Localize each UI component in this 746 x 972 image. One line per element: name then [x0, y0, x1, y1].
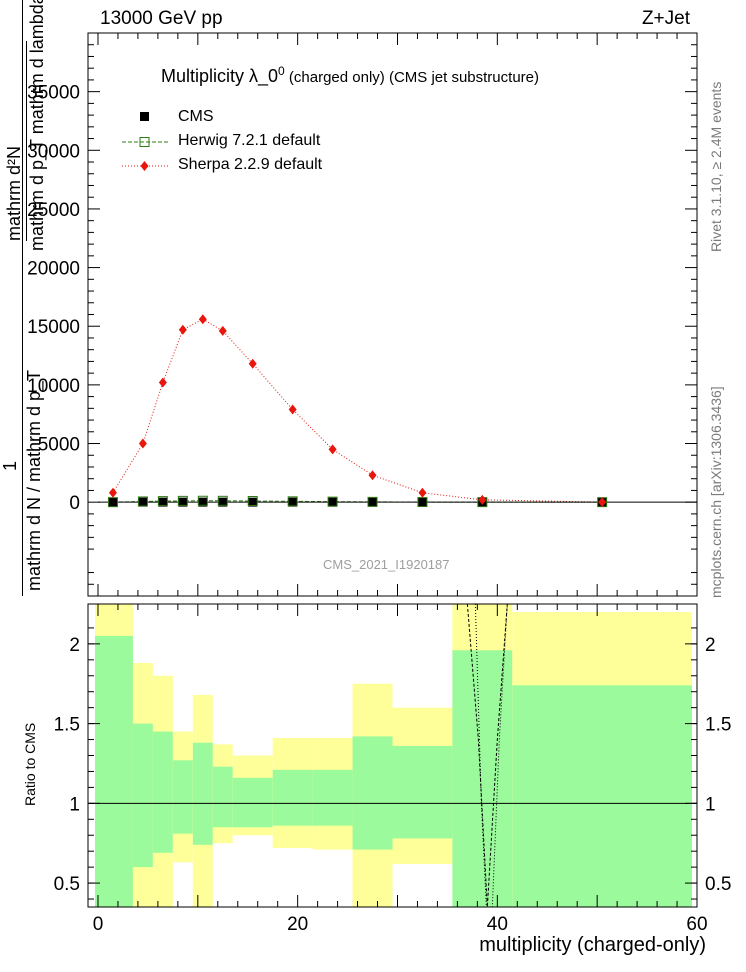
ratio-band-inner-10 [392, 745, 453, 839]
main-data-marks [97, 314, 697, 508]
sherpa-line [112, 318, 603, 503]
herwig-point-3 [177, 495, 188, 506]
title-main: Multiplicity λ_0 [161, 66, 279, 86]
ratio-band-inner-12 [512, 685, 693, 907]
y-label-main-divider [22, 0, 23, 596]
ratio-ytick-label-left-1: 1 [69, 794, 80, 815]
sherpa-point-9 [368, 470, 377, 481]
ratio-band-inner-1 [132, 723, 153, 868]
ratio-ytick-label-right-0: 0.5 [705, 874, 731, 895]
legend: CMS Herwig 7.2.1 default Sherpa 2.2.9 de… [110, 106, 370, 186]
ratio-ytick-label-right-3: 2 [705, 635, 716, 656]
ratio-band-inner-2 [152, 731, 173, 853]
y-axis-label: mathrm d²N mathrm d p_T mathrm d lambda … [0, 0, 92, 596]
ratio-band-inner-8 [312, 769, 353, 826]
ratio-xtick-label-2: 40 [487, 914, 508, 935]
ratio-ytick-label-left-3: 2 [69, 635, 80, 656]
sherpa-point-12 [598, 497, 607, 508]
main-ytick-label-6: 30000 [27, 141, 80, 162]
sherpa-point-3 [178, 324, 187, 335]
main-ytick-label-3: 15000 [27, 317, 80, 338]
herwig-point-1 [137, 496, 148, 507]
sherpa-point-1 [138, 438, 147, 449]
main-ytick-label-2: 10000 [27, 376, 80, 397]
ratio-xtick-label-3: 60 [686, 914, 707, 935]
energy-label: 13000 GeV pp [100, 8, 223, 29]
ratio-ytick-label-left-2: 1.5 [54, 715, 80, 736]
cms-point-3 [178, 497, 188, 507]
process-label: Z+Jet [641, 8, 690, 29]
cms-point-4 [198, 497, 208, 507]
cms-point-9 [368, 497, 378, 507]
sherpa-point-8 [328, 444, 337, 455]
legend-label-cms: CMS [178, 108, 214, 125]
ratio-band-inner-3 [172, 760, 193, 834]
plot-title: Multiplicity λ_00 (charged only) (CMS je… [161, 64, 539, 87]
y-label-denominator-main: mathrm d N / mathrm d p_T [24, 369, 44, 591]
cms-point-8 [328, 497, 338, 507]
ratio-y-label: Ratio to CMS [22, 722, 38, 806]
legend-herwig-marker [139, 137, 150, 147]
y-label-one: 1 [0, 460, 20, 471]
sherpa-point-10 [418, 487, 427, 498]
main-ytick-label-1: 5000 [38, 435, 80, 456]
title-suffix: (charged only) (CMS jet substructure) [284, 69, 539, 86]
main-ytick-label-7: 35000 [27, 83, 80, 104]
ratio-band-inner-4 [192, 742, 213, 845]
ratio-band-inner-6 [232, 777, 273, 828]
main-ytick-label-0: 0 [69, 493, 80, 514]
legend-cms-marker [140, 112, 149, 121]
ratio-uncertainty-bands [94, 604, 693, 907]
ratio-band-inner-9 [352, 736, 393, 850]
rivet-label: Rivet 3.1.10, ≥ 2.4M events [708, 81, 724, 252]
ratio-band-inner-5 [212, 766, 233, 828]
main-ytick-label-4: 20000 [27, 259, 80, 280]
cms-point-0 [108, 497, 118, 507]
y-label-denominator-upper: mathrm d p_T mathrm d lambda [27, 0, 47, 251]
sherpa-point-11 [478, 494, 487, 505]
legend-sherpa-marker [140, 161, 149, 171]
sherpa-point-6 [248, 358, 257, 369]
sherpa-point-0 [108, 487, 117, 498]
legend-label-sherpa: Sherpa 2.2.9 default [178, 156, 323, 173]
ratio-herwig-curve [466, 603, 508, 908]
ratio-ytick-label-left-0: 0.5 [54, 874, 80, 895]
herwig-point-9 [367, 496, 378, 507]
sherpa-point-7 [288, 404, 297, 415]
sherpa-point-4 [198, 314, 207, 325]
sherpa-point-2 [158, 377, 167, 388]
herwig-point-5 [217, 495, 228, 506]
ratio-xtick-label-0: 0 [93, 914, 104, 935]
legend-swatches [122, 112, 168, 171]
x-axis-label: multiplicity (charged-only) [479, 934, 706, 956]
herwig-point-6 [247, 495, 258, 506]
cms-point-7 [288, 497, 298, 507]
ratio-band-inner-11 [452, 650, 513, 907]
ratio-band-inner-0 [94, 635, 133, 907]
ratio-xtick-label-1: 20 [287, 914, 308, 935]
cms-point-1 [138, 497, 148, 507]
sherpa-point-5 [218, 325, 227, 336]
analysis-watermark: CMS_2021_I1920187 [323, 557, 450, 572]
herwig-point-8 [327, 496, 338, 507]
main-ytick-label-5: 25000 [27, 200, 80, 221]
title-superscript: 0 [278, 64, 285, 78]
herwig-point-4 [197, 495, 208, 506]
cms-point-5 [218, 497, 228, 507]
ratio-ytick-label-right-1: 1 [705, 794, 716, 815]
ratio-ytick-label-right-2: 1.5 [705, 715, 731, 736]
mcplots-label: mcplots.cern.ch [arXiv:1306.3436] [708, 386, 724, 598]
cms-point-2 [158, 497, 168, 507]
cms-point-6 [248, 497, 258, 507]
herwig-point-7 [287, 496, 298, 507]
ratio-band-inner-7 [272, 769, 313, 826]
herwig-point-2 [157, 496, 168, 507]
legend-label-herwig: Herwig 7.2.1 default [178, 132, 321, 149]
cms-point-10 [417, 497, 427, 507]
